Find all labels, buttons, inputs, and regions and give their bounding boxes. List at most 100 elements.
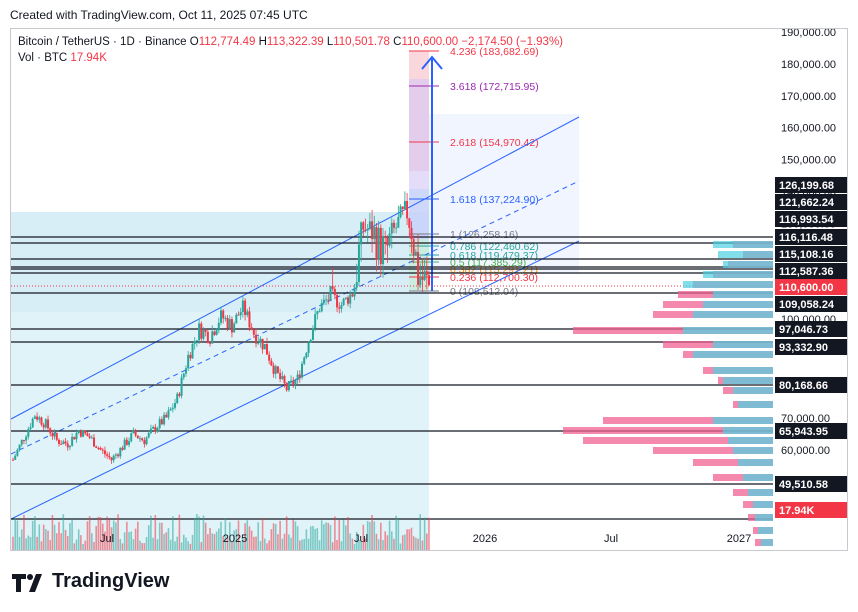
volume-profile-buy-4 bbox=[683, 281, 773, 288]
candle-body bbox=[22, 439, 25, 441]
price-tick-label-8: 70,000.00 bbox=[781, 413, 830, 425]
price-level-badge-5 bbox=[775, 263, 847, 279]
candle-body bbox=[75, 432, 78, 440]
candle-body bbox=[42, 424, 45, 428]
candle-body bbox=[349, 294, 352, 304]
price-level-label-13: 17.94K bbox=[779, 505, 815, 517]
volume-bar bbox=[165, 532, 168, 550]
candle-body bbox=[316, 311, 319, 315]
candle-body bbox=[200, 323, 203, 339]
price-tick-label-4: 150,000.00 bbox=[781, 155, 836, 167]
volume-bar bbox=[401, 535, 404, 550]
volume-bar bbox=[237, 520, 240, 550]
volume-bar bbox=[187, 541, 189, 550]
volume-bar bbox=[342, 519, 345, 550]
candle-body bbox=[377, 227, 380, 260]
chart-canvas[interactable]: 4.236 (183,682.69) 3.618 (172,715.95) 2.61… bbox=[10, 27, 847, 550]
candle-body bbox=[228, 319, 231, 329]
candle-body bbox=[294, 380, 297, 385]
candle-body bbox=[145, 437, 148, 445]
candle-body bbox=[355, 282, 358, 288]
price-level-label-4: 115,108.16 bbox=[779, 249, 833, 261]
candle-body bbox=[283, 376, 286, 384]
candle-body bbox=[379, 227, 382, 265]
candle-body bbox=[340, 305, 343, 309]
candle-body bbox=[198, 323, 201, 341]
volume-profile-sell-17 bbox=[583, 437, 773, 444]
candle-body bbox=[29, 427, 32, 430]
candle-body bbox=[12, 459, 14, 461]
volume-bar bbox=[47, 530, 49, 550]
candle-body bbox=[114, 454, 117, 456]
volume-bar bbox=[84, 540, 87, 550]
volume-bar bbox=[75, 539, 78, 550]
volume-profile-buy-19 bbox=[738, 459, 773, 466]
candle-body bbox=[410, 227, 413, 240]
volume-bar bbox=[71, 519, 73, 550]
volume-profile-sell-15 bbox=[603, 417, 773, 424]
volume-bar bbox=[204, 522, 207, 550]
candle-body bbox=[281, 376, 284, 379]
volume-bar bbox=[222, 536, 224, 550]
volume-profile-buy-22 bbox=[753, 501, 773, 508]
volume-profile-buy-9 bbox=[713, 341, 773, 348]
volume-bar bbox=[218, 528, 220, 550]
candle-body bbox=[182, 373, 185, 378]
volume-profile-buy-24 bbox=[758, 527, 773, 534]
candle-body bbox=[112, 455, 115, 461]
volume-bar bbox=[248, 526, 251, 550]
candle-body bbox=[158, 419, 161, 429]
candle-body bbox=[51, 433, 54, 437]
volume-bar bbox=[314, 528, 316, 550]
volume-bar bbox=[40, 541, 43, 550]
volume-bar bbox=[345, 525, 347, 550]
volume-bar bbox=[410, 527, 413, 550]
volume-bar bbox=[64, 529, 67, 550]
volume-profile-buy-2 bbox=[723, 261, 773, 268]
volume-bar bbox=[299, 540, 301, 550]
price-level-label-1: 121,662.24 bbox=[779, 197, 835, 209]
volume-bar bbox=[115, 522, 117, 550]
candle-body bbox=[95, 446, 98, 448]
candle-body bbox=[244, 300, 247, 316]
candle-body bbox=[167, 410, 170, 418]
volume-bar bbox=[366, 521, 369, 550]
candle-body bbox=[27, 429, 30, 437]
volume-profile-buy-5 bbox=[713, 291, 773, 298]
candle-body bbox=[60, 443, 63, 445]
volume-bar bbox=[274, 524, 277, 550]
candle-body bbox=[211, 331, 214, 344]
price-level-label-8: 97,046.73 bbox=[779, 324, 828, 336]
volume-profile-sell-8 bbox=[573, 327, 773, 334]
candle-body bbox=[233, 323, 236, 333]
symbol-name: Bitcoin / TetherUS · 1D · Binance bbox=[18, 36, 187, 48]
candle-body bbox=[180, 377, 183, 396]
candle-body bbox=[209, 342, 212, 344]
candle-body bbox=[331, 286, 334, 289]
candle-body bbox=[189, 354, 192, 359]
volume-bar bbox=[128, 532, 130, 550]
candle-body bbox=[403, 200, 406, 209]
volume-bar bbox=[119, 538, 122, 550]
candle-body bbox=[169, 408, 172, 411]
candle-body bbox=[309, 339, 312, 343]
volume-bar bbox=[77, 529, 80, 550]
volume-bar bbox=[134, 528, 137, 550]
candle-body bbox=[360, 222, 363, 245]
candle-body bbox=[279, 372, 282, 379]
volume-bar bbox=[371, 514, 373, 550]
volume-profile-buy-8 bbox=[683, 327, 773, 334]
volume-bar bbox=[145, 537, 148, 550]
candle-body bbox=[25, 436, 28, 441]
volume-bar bbox=[55, 533, 58, 550]
upper-shaded-zone bbox=[11, 212, 429, 312]
price-level-label-10: 80,168.66 bbox=[779, 380, 828, 392]
volume-bar bbox=[294, 521, 297, 550]
chart-frame[interactable]: 4.236 (183,682.69) 3.618 (172,715.95) 2.61… bbox=[10, 27, 848, 551]
volume-bar bbox=[353, 543, 356, 550]
time-tick-label-3: 2026 bbox=[473, 533, 497, 545]
fib-level-label-3: 1.618 (137,224.90) bbox=[450, 194, 539, 206]
volume-bar bbox=[191, 534, 194, 550]
candle-body bbox=[178, 393, 181, 396]
channel-mid-line bbox=[10, 180, 580, 455]
